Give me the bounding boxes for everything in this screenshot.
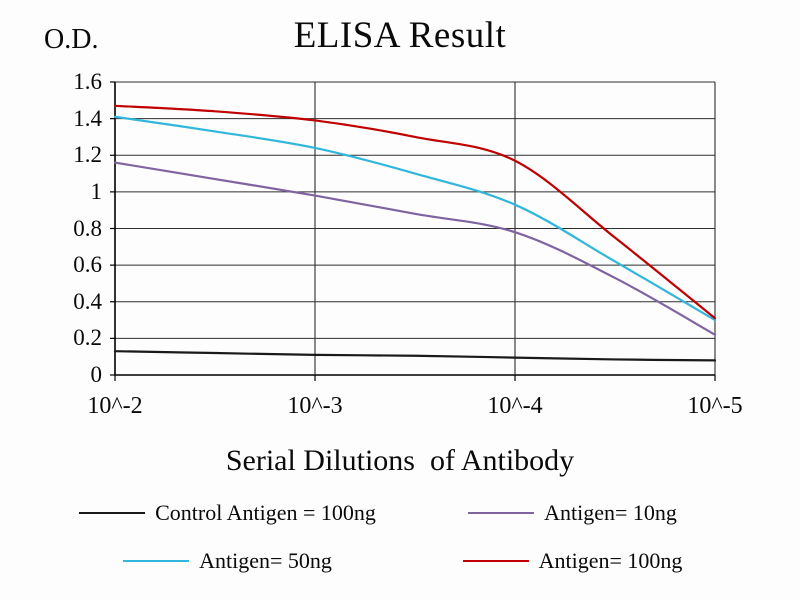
x-tick-label: 10^-5 <box>687 393 743 419</box>
legend-line-sample-black <box>79 512 146 514</box>
legend-line-sample-purple <box>468 512 535 514</box>
legend-item-control-antigen: Control Antigen = 100ng <box>55 500 400 526</box>
x-tick-label: 10^-3 <box>287 393 343 419</box>
y-tick-label: 0.8 <box>73 215 102 241</box>
legend: Control Antigen = 100ng Antigen= 10ng An… <box>55 500 745 574</box>
legend-label: Antigen= 50ng <box>199 548 332 573</box>
legend-item-antigen-50ng: Antigen= 50ng <box>55 548 400 574</box>
legend-line-sample-cyan <box>123 560 190 562</box>
x-tick-label: 10^-4 <box>487 393 543 419</box>
legend-line-sample-red <box>462 560 529 562</box>
x-axis-title: Serial Dilutions of Antibody <box>225 444 575 477</box>
legend-item-antigen-10ng: Antigen= 10ng <box>400 500 745 526</box>
legend-label: Antigen= 10ng <box>544 500 677 525</box>
legend-label: Control Antigen = 100ng <box>155 500 376 525</box>
y-tick-label: 1.4 <box>73 105 102 131</box>
legend-label: Antigen= 100ng <box>538 548 683 573</box>
x-tick-label: 10^-2 <box>87 393 143 419</box>
legend-item-antigen-100ng: Antigen= 100ng <box>400 548 745 574</box>
y-tick-label: 0.2 <box>73 325 102 351</box>
plot-canvas <box>110 81 717 381</box>
y-tick-label: 0.4 <box>73 288 102 314</box>
chart-title: ELISA Result <box>293 15 507 56</box>
y-tick-label: 0.6 <box>73 252 102 278</box>
y-tick-label: 1 <box>90 178 103 204</box>
y-tick-label: 1.2 <box>73 142 102 168</box>
y-tick-label: 1.6 <box>73 69 102 94</box>
y-tick-label: 0 <box>90 362 103 387</box>
y-axis-title: O.D. <box>44 24 99 55</box>
